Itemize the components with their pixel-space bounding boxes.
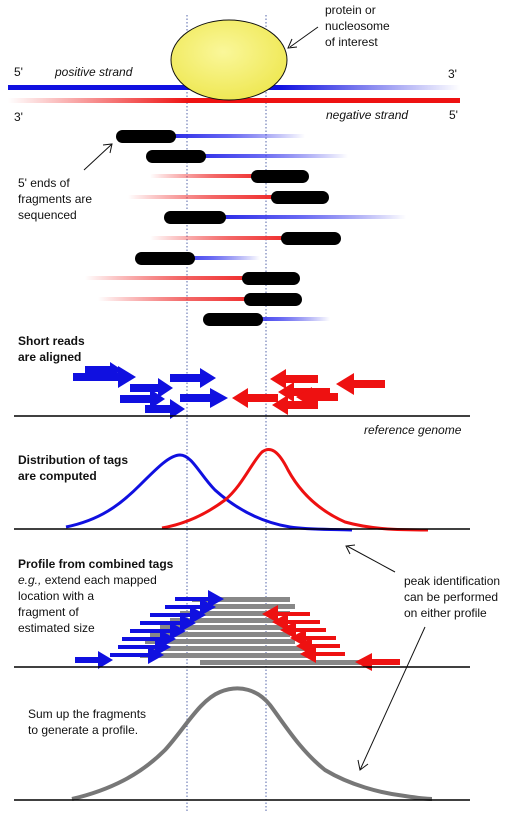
fragment-positive (230, 317, 330, 321)
profile-desc-2: location with a (18, 589, 94, 603)
peak-id-label-1: peak identification (404, 574, 500, 588)
fragment-positive (150, 134, 305, 138)
ends-sequenced-label-3: sequenced (18, 208, 77, 222)
read-cap (146, 150, 206, 163)
ends-sequenced-label-1: 5' ends of (18, 176, 70, 190)
read-arrow-negative (232, 388, 278, 408)
read-arrow-negative (270, 369, 318, 389)
sum-up-label-1: Sum up the fragments (28, 707, 146, 721)
read-cap (242, 272, 300, 285)
aligned-reads (73, 362, 385, 419)
three-prime-right: 3' (448, 67, 457, 81)
distribution-label-1: Distribution of tags (18, 453, 128, 467)
negative-strand-line (8, 98, 460, 103)
profile-desc-1: e.g., extend each mapped (18, 573, 157, 587)
profile-reads-positive (75, 590, 224, 669)
short-reads-label-2: are aligned (18, 350, 81, 364)
ends-sequenced-label-2: fragments are (18, 192, 92, 206)
peak-pointer-arrow-lower (357, 626, 426, 771)
profile-desc-4: estimated size (18, 621, 95, 635)
sequenced-fragments (85, 130, 406, 326)
gray-fragment (150, 632, 290, 637)
gray-fragment (200, 604, 295, 609)
read-arrow-negative (336, 373, 385, 395)
protein-ellipse (170, 19, 288, 101)
read-cap (281, 232, 341, 245)
protein-label-2: nucleosome (325, 19, 390, 33)
fragment-positive (190, 215, 406, 219)
fragment-positive (160, 256, 260, 260)
fragment-negative (150, 174, 280, 178)
profile-desc-line-1: extend each mapped (41, 573, 156, 587)
fragment-negative (128, 195, 298, 199)
read-cap (271, 191, 329, 204)
read-arrow-positive (180, 388, 228, 408)
read-cap (244, 293, 302, 306)
read-cap (251, 170, 309, 183)
read-arrow-positive (130, 378, 173, 398)
fragment-negative (85, 276, 275, 280)
positive-strand-label: positive strand (54, 65, 133, 79)
positive-tag-distribution (65, 453, 353, 532)
read-arrow-negative (272, 395, 318, 415)
fragment-negative (150, 236, 310, 240)
fragment-negative (98, 297, 278, 301)
profile-title: Profile from combined tags (18, 557, 174, 571)
gray-fragment (192, 597, 290, 602)
read-cap (116, 130, 176, 143)
gray-fragment (180, 611, 290, 616)
reference-genome-label: reference genome (364, 423, 462, 437)
protein-label-1: protein or (325, 3, 376, 17)
read-arrow-positive (170, 368, 216, 388)
read-arrow-negative (296, 387, 338, 407)
peak-id-label-3: on either profile (404, 606, 487, 620)
protein-label-3: of interest (325, 35, 378, 49)
summed-profile-curve (71, 686, 433, 801)
short-reads-label-1: Short reads (18, 334, 85, 348)
gray-fragment (140, 653, 310, 658)
three-prime-left: 3' (14, 110, 23, 124)
peak-pointer-arrow-upper (345, 544, 396, 573)
gray-fragment (160, 625, 290, 630)
profile-desc-3: fragment of (18, 605, 79, 619)
negative-tag-distribution (161, 447, 429, 532)
extended-fragments (140, 597, 360, 665)
read-arrow-positive (85, 362, 122, 378)
read-cap (135, 252, 195, 265)
five-prime-right: 5' (449, 108, 458, 122)
fragment-positive (170, 154, 348, 158)
peak-id-label-2: can be performed (404, 590, 498, 604)
negative-strand-label: negative strand (326, 108, 408, 122)
gray-fragment (150, 646, 310, 651)
distribution-label-2: are computed (18, 469, 97, 483)
five-prime-left: 5' (14, 65, 23, 79)
read-arrow-positive (73, 366, 136, 388)
read-arrow-positive (145, 399, 185, 419)
read-cap (164, 211, 226, 224)
gray-fragment (200, 660, 360, 665)
protein-pointer-arrow (287, 26, 319, 49)
profile-eg: e.g., (18, 573, 41, 587)
sum-up-label-2: to generate a profile. (28, 723, 138, 737)
ends-pointer-arrow (83, 143, 113, 171)
gray-fragment (170, 618, 285, 623)
read-cap (203, 313, 263, 326)
read-arrow-positive (120, 389, 165, 409)
gray-fragment (145, 639, 295, 644)
